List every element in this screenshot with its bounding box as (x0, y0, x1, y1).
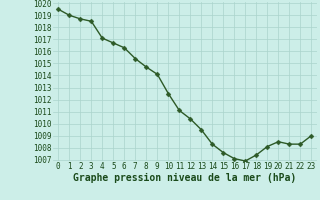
X-axis label: Graphe pression niveau de la mer (hPa): Graphe pression niveau de la mer (hPa) (73, 173, 296, 183)
